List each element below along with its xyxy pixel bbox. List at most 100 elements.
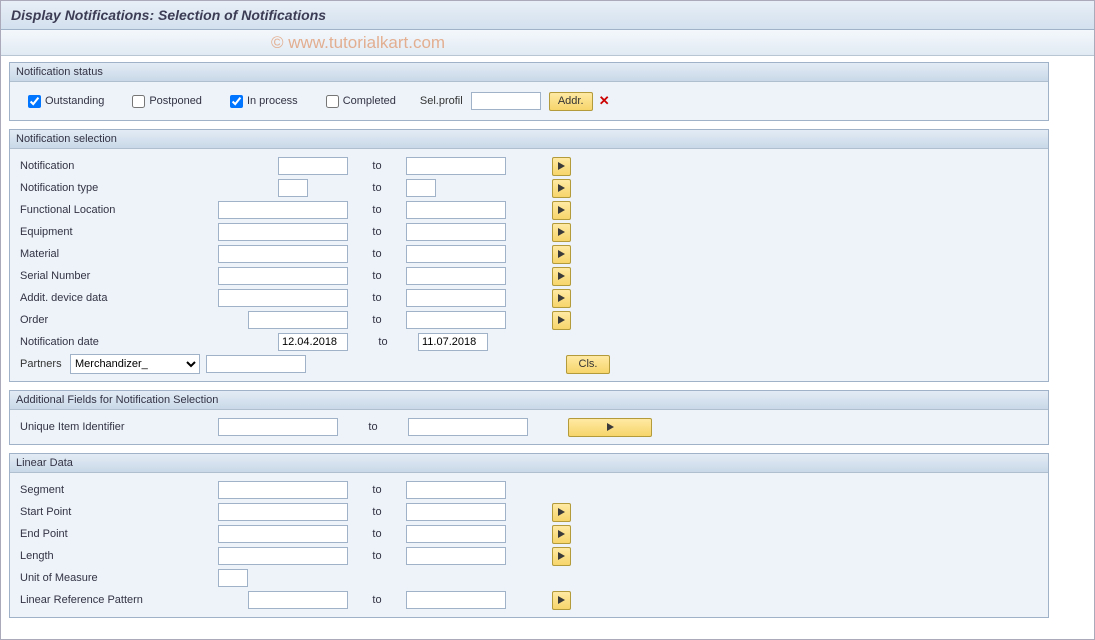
lrp-from[interactable] <box>248 591 348 609</box>
group-linear-data: Linear Data Segment to Start Point to <box>9 453 1049 618</box>
label-serial: Serial Number <box>18 270 158 282</box>
arrow-right-icon <box>558 508 565 516</box>
serial-to[interactable] <box>406 267 506 285</box>
end-from[interactable] <box>218 525 348 543</box>
notification-multi-button[interactable] <box>552 157 571 176</box>
equipment-to[interactable] <box>406 223 506 241</box>
checkbox-outstanding-label: Outstanding <box>45 95 104 107</box>
to-label: to <box>348 594 406 606</box>
segment-from[interactable] <box>218 481 348 499</box>
addit-device-from[interactable] <box>218 289 348 307</box>
serial-from[interactable] <box>218 267 348 285</box>
end-multi-button[interactable] <box>552 525 571 544</box>
uii-multi-button[interactable] <box>568 418 652 437</box>
partners-select[interactable]: Merchandizer_ <box>70 354 200 374</box>
func-loc-from[interactable] <box>218 201 348 219</box>
label-uom: Unit of Measure <box>18 572 158 584</box>
arrow-right-icon <box>558 206 565 214</box>
material-to[interactable] <box>406 245 506 263</box>
notif-date-from[interactable] <box>278 333 348 351</box>
notif-type-to[interactable] <box>406 179 436 197</box>
notif-type-from[interactable] <box>278 179 308 197</box>
notif-type-multi-button[interactable] <box>552 179 571 198</box>
func-loc-to[interactable] <box>406 201 506 219</box>
delete-icon[interactable]: ✕ <box>599 93 610 109</box>
uii-to[interactable] <box>408 418 528 436</box>
checkbox-postponed-input[interactable] <box>132 95 145 108</box>
label-order: Order <box>18 314 158 326</box>
checkbox-completed-label: Completed <box>343 95 396 107</box>
label-notification: Notification <box>18 160 158 172</box>
checkbox-inprocess-input[interactable] <box>230 95 243 108</box>
segment-to[interactable] <box>406 481 506 499</box>
group-title-additional: Additional Fields for Notification Selec… <box>10 391 1048 410</box>
selprofil-input[interactable] <box>471 92 541 110</box>
label-equipment: Equipment <box>18 226 158 238</box>
length-from[interactable] <box>218 547 348 565</box>
to-label: to <box>348 182 406 194</box>
group-additional-fields: Additional Fields for Notification Selec… <box>9 390 1049 445</box>
equipment-from[interactable] <box>218 223 348 241</box>
group-title-selection: Notification selection <box>10 130 1048 149</box>
label-addit-device: Addit. device data <box>18 292 158 304</box>
to-label: to <box>348 484 406 496</box>
group-notification-status: Notification status Outstanding Postpone… <box>9 62 1049 121</box>
label-notif-date: Notification date <box>18 336 158 348</box>
func-loc-multi-button[interactable] <box>552 201 571 220</box>
arrow-right-icon <box>558 552 565 560</box>
order-to[interactable] <box>406 311 506 329</box>
checkbox-completed[interactable]: Completed <box>322 92 396 111</box>
to-label: to <box>338 421 408 433</box>
serial-multi-button[interactable] <box>552 267 571 286</box>
end-to[interactable] <box>406 525 506 543</box>
notif-date-to[interactable] <box>418 333 488 351</box>
notification-from[interactable] <box>278 157 348 175</box>
start-from[interactable] <box>218 503 348 521</box>
selprofil-label: Sel.profil <box>420 95 463 107</box>
to-label: to <box>348 270 406 282</box>
material-multi-button[interactable] <box>552 245 571 264</box>
page-title: Display Notifications: Selection of Noti… <box>11 7 326 23</box>
checkbox-outstanding-input[interactable] <box>28 95 41 108</box>
material-from[interactable] <box>218 245 348 263</box>
partners-value[interactable] <box>206 355 306 373</box>
lrp-multi-button[interactable] <box>552 591 571 610</box>
start-to[interactable] <box>406 503 506 521</box>
checkbox-completed-input[interactable] <box>326 95 339 108</box>
arrow-right-icon <box>558 184 565 192</box>
addr-button[interactable]: Addr. <box>549 92 593 111</box>
label-uii: Unique Item Identifier <box>18 421 178 433</box>
group-title-linear: Linear Data <box>10 454 1048 473</box>
length-to[interactable] <box>406 547 506 565</box>
addit-device-multi-button[interactable] <box>552 289 571 308</box>
checkbox-inprocess[interactable]: In process <box>226 92 298 111</box>
arrow-right-icon <box>558 228 565 236</box>
order-from[interactable] <box>248 311 348 329</box>
arrow-right-icon <box>558 294 565 302</box>
to-label: to <box>348 204 406 216</box>
uom-input[interactable] <box>218 569 248 587</box>
notification-to[interactable] <box>406 157 506 175</box>
label-partners: Partners <box>18 358 70 370</box>
start-multi-button[interactable] <box>552 503 571 522</box>
cls-button[interactable]: Cls. <box>566 355 610 374</box>
to-label: to <box>348 226 406 238</box>
to-label: to <box>348 248 406 260</box>
to-label: to <box>348 292 406 304</box>
arrow-right-icon <box>558 530 565 538</box>
order-multi-button[interactable] <box>552 311 571 330</box>
equipment-multi-button[interactable] <box>552 223 571 242</box>
arrow-right-icon <box>558 272 565 280</box>
app-window: Display Notifications: Selection of Noti… <box>0 0 1095 640</box>
checkbox-postponed[interactable]: Postponed <box>128 92 202 111</box>
label-material: Material <box>18 248 158 260</box>
arrow-right-icon <box>607 423 614 431</box>
uii-from[interactable] <box>218 418 338 436</box>
length-multi-button[interactable] <box>552 547 571 566</box>
lrp-to[interactable] <box>406 591 506 609</box>
label-length: Length <box>18 550 158 562</box>
addit-device-to[interactable] <box>406 289 506 307</box>
label-func-loc: Functional Location <box>18 204 158 216</box>
checkbox-outstanding[interactable]: Outstanding <box>24 92 104 111</box>
label-lrp: Linear Reference Pattern <box>18 594 178 606</box>
